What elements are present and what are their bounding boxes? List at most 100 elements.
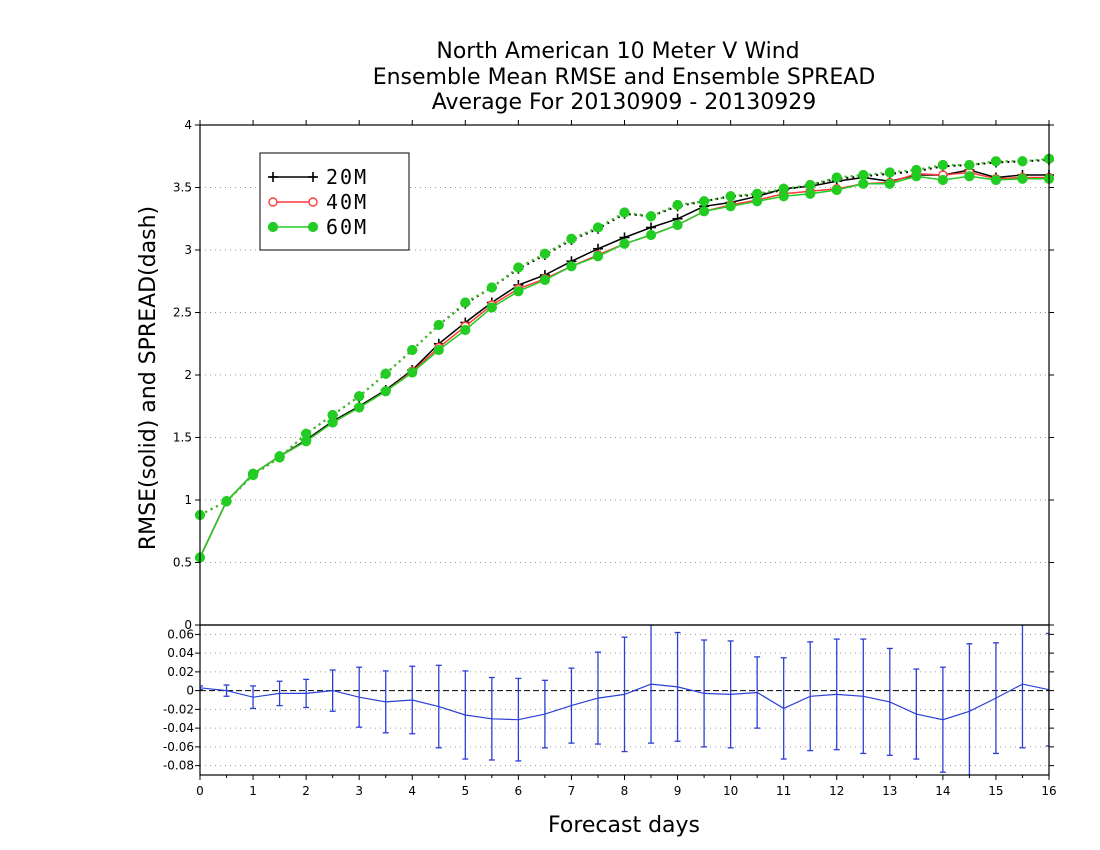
top-y-axis: 0 0.5 1 1.5 2 2.5 3 3.5 4 bbox=[173, 118, 1054, 632]
rmse-point-60M bbox=[672, 219, 683, 231]
bottom-y-axis: -0.08 -0.06 -0.04 -0.02 0 0.02 0.04 0.06 bbox=[163, 627, 1054, 773]
difference-line bbox=[200, 683, 1049, 721]
rmse-point-60M bbox=[805, 188, 816, 199]
spread-point-60M bbox=[937, 159, 948, 171]
spread-point-60M bbox=[460, 297, 471, 308]
y-tick-label: 0.02 bbox=[167, 665, 194, 679]
x-tick-label: 4 bbox=[408, 784, 416, 798]
spread-point-60M bbox=[672, 199, 683, 211]
y-tick-label: -0.08 bbox=[163, 759, 194, 773]
spread-point-60M bbox=[1017, 156, 1028, 167]
chart-title-line-1: North American 10 Meter V Wind bbox=[436, 39, 799, 64]
x-tick-label: 9 bbox=[674, 784, 682, 798]
y-tick-label: 0 bbox=[184, 618, 192, 632]
chart-title-line-2: Ensemble Mean RMSE and Ensemble SPREAD bbox=[373, 65, 876, 90]
y-tick-label: -0.02 bbox=[163, 702, 194, 716]
rmse-point-60M bbox=[354, 402, 365, 413]
spread-point-60M bbox=[354, 391, 365, 402]
y-tick-label: 0.5 bbox=[173, 556, 192, 570]
x-tick-label: 1 bbox=[249, 784, 257, 798]
legend-label-60M: 60M bbox=[326, 215, 368, 239]
rmse-point-60M bbox=[990, 174, 1002, 186]
x-tick-label: 6 bbox=[515, 784, 523, 798]
spread-point-60M bbox=[407, 344, 418, 356]
rmse-point-60M bbox=[433, 344, 444, 356]
legend-marker-20M bbox=[308, 172, 318, 182]
rmse-point-60M bbox=[831, 184, 842, 196]
spread-point-60M bbox=[645, 211, 657, 222]
spread-point-60M bbox=[301, 428, 312, 439]
rmse-point-60M bbox=[486, 302, 497, 313]
spread-point-60M bbox=[274, 452, 285, 463]
rmse-point-60M bbox=[645, 229, 657, 241]
spread-point-60M bbox=[990, 156, 1002, 167]
x-tick-label: 8 bbox=[621, 784, 629, 798]
x-tick-label: 11 bbox=[776, 784, 791, 798]
legend-marker-60M bbox=[307, 221, 319, 233]
rmse-point-60M bbox=[539, 274, 551, 286]
rmse-point-60M bbox=[937, 174, 948, 186]
legend-marker-20M bbox=[268, 172, 278, 182]
spread-point-60M bbox=[619, 207, 630, 218]
spread-point-60M bbox=[380, 368, 391, 379]
spread-point-60M bbox=[566, 233, 577, 244]
rmse-point-60M bbox=[619, 238, 630, 249]
spread-point-60M bbox=[486, 282, 497, 293]
spread-point-60M bbox=[592, 222, 604, 233]
top-plot-series bbox=[194, 153, 1055, 563]
rmse-point-60M bbox=[698, 206, 710, 217]
y-tick-label: 2.5 bbox=[173, 306, 192, 320]
x-tick-label: 5 bbox=[461, 784, 469, 798]
x-tick-label: 13 bbox=[882, 784, 897, 798]
y-tick-label: 0 bbox=[186, 684, 194, 698]
bottom-plot-series bbox=[200, 625, 1049, 775]
y-tick-label: -0.06 bbox=[163, 740, 194, 754]
spread-point-60M bbox=[433, 319, 444, 331]
spread-point-60M bbox=[327, 409, 338, 421]
rmse-point-60M bbox=[407, 367, 418, 378]
y-tick-label: 0.06 bbox=[167, 627, 194, 641]
legend-label-20M: 20M bbox=[326, 165, 368, 189]
x-tick-label: 2 bbox=[302, 784, 310, 798]
x-tick-label: 10 bbox=[723, 784, 738, 798]
legend-marker-60M bbox=[267, 221, 279, 233]
rmse-point-60M bbox=[858, 178, 869, 189]
rmse-point-60M bbox=[566, 261, 577, 272]
rmse-point-60M bbox=[1017, 173, 1028, 184]
legend-label-40M: 40M bbox=[326, 190, 368, 214]
y-tick-label: -0.04 bbox=[163, 721, 194, 735]
x-axis: 0 1 2 3 4 5 6 7 8 9 10 11 12 13 14 15 16 bbox=[196, 120, 1057, 798]
x-tick-label: 14 bbox=[935, 784, 950, 798]
rmse-point-60M bbox=[513, 286, 524, 297]
difference-series bbox=[200, 625, 1049, 775]
spread-point-60M bbox=[725, 191, 736, 202]
y-tick-label: 4 bbox=[184, 118, 192, 132]
spread-point-60M bbox=[752, 188, 763, 199]
spread-point-60M bbox=[805, 179, 816, 191]
y-tick-label: 1 bbox=[184, 493, 192, 507]
x-tick-label: 7 bbox=[568, 784, 576, 798]
x-tick-label: 12 bbox=[829, 784, 844, 798]
series-60M bbox=[194, 153, 1055, 563]
chart-title-line-3: Average For 20130909 - 20130929 bbox=[432, 90, 817, 115]
y-tick-label: 2 bbox=[184, 368, 192, 382]
spread-point-60M bbox=[884, 167, 895, 178]
spread-point-60M bbox=[831, 172, 842, 183]
spread-point-60M bbox=[858, 169, 869, 181]
rmse-point-60M bbox=[884, 178, 895, 189]
spread-point-60M bbox=[221, 496, 232, 507]
y-axis-label: RMSE(solid) and SPREAD(dash) bbox=[136, 206, 161, 550]
spread-point-60M bbox=[911, 164, 922, 176]
x-tick-label: 16 bbox=[1041, 784, 1056, 798]
rmse-point-60M bbox=[964, 171, 975, 182]
spread-point-60M bbox=[698, 196, 710, 207]
legend-marker-40M bbox=[308, 197, 318, 207]
rmse-point-60M bbox=[725, 201, 736, 212]
y-tick-label: 3.5 bbox=[173, 181, 192, 195]
x-tick-label: 3 bbox=[355, 784, 363, 798]
x-axis-label: Forecast days bbox=[548, 813, 700, 838]
spread-point-60M bbox=[513, 262, 524, 273]
rmse-point-60M bbox=[380, 386, 391, 397]
